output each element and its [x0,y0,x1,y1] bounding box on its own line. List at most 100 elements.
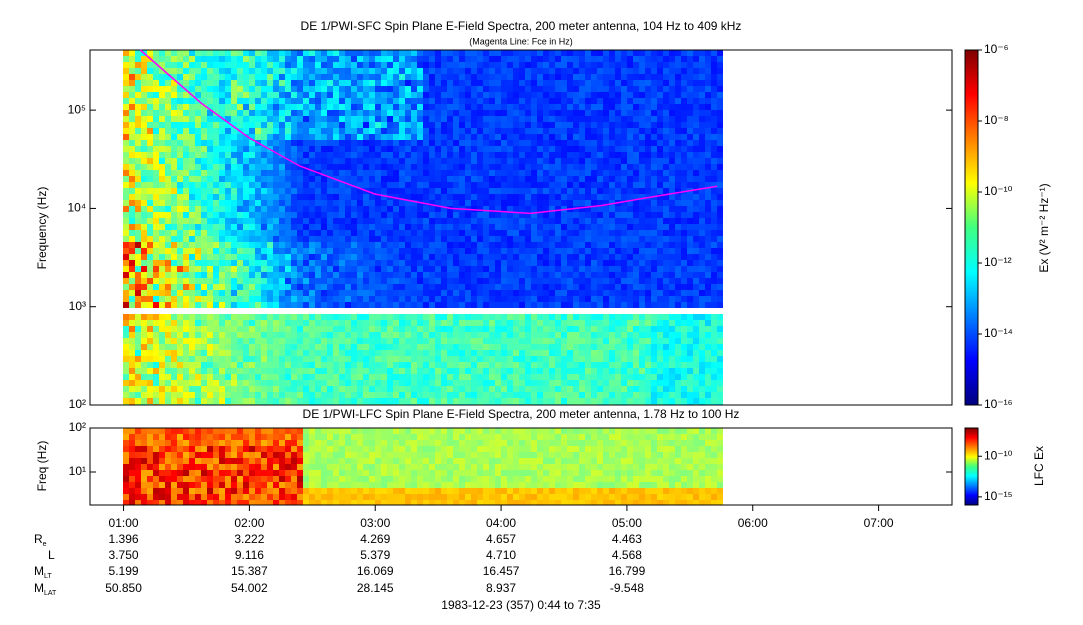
spectrogram-cell [201,344,207,350]
spectrogram-cell [225,206,231,212]
spectrogram-cell [399,152,405,158]
spectrogram-cell [147,140,153,146]
spectrogram-cell [321,494,327,500]
spectrogram-cell [225,212,231,218]
spectrogram-cell [273,212,279,218]
spectrogram-cell [219,80,225,86]
spectrogram-cell [441,158,447,164]
spectrogram-cell [255,104,261,110]
spectrogram-cell [501,296,507,302]
spectrogram-cell [519,332,525,338]
spectrogram-cell [129,494,135,500]
spectrogram-cell [129,194,135,200]
spectrogram-cell [387,80,393,86]
spectrogram-cell [195,428,201,434]
spectrogram-cell [255,290,261,296]
spectrogram-cell [123,440,129,446]
spectrogram-cell [267,440,273,446]
spectrogram-cell [315,206,321,212]
spectrogram-cell [465,140,471,146]
spectrogram-cell [267,242,273,248]
spectrogram-cell [519,470,525,476]
spectrogram-cell [195,476,201,482]
spectrogram-cell [123,140,129,146]
spectrogram-cell [327,248,333,254]
spectrogram-cell [255,182,261,188]
spectrogram-cell [273,254,279,260]
spectrogram-cell [351,266,357,272]
spectrogram-cell [387,332,393,338]
spectrogram-cell [399,272,405,278]
spectrogram-cell [411,440,417,446]
spectrogram-cell [513,332,519,338]
spectrogram-cell [321,110,327,116]
spectrogram-cell [453,278,459,284]
spectrogram-cell [345,116,351,122]
spectrogram-cell [405,92,411,98]
spectrogram-cell [159,188,165,194]
spectrogram-cell [279,98,285,104]
spectrogram-cell [249,500,255,505]
spectrogram-cell [345,110,351,116]
spectrogram-cell [513,110,519,116]
spectrogram-cell [357,338,363,344]
spectrogram-cell [225,80,231,86]
spectrogram-cell [387,218,393,224]
spectrogram-cell [495,104,501,110]
spectrogram-cell [453,242,459,248]
spectrogram-cell [171,86,177,92]
spectrogram-cell [303,92,309,98]
spectrogram-cell [219,278,225,284]
spectrogram-cell [501,122,507,128]
spectrogram-cell [447,278,453,284]
spectrogram-cell [333,200,339,206]
spectrogram-cell [171,386,177,392]
spectrogram-cell [123,218,129,224]
spectrogram-cell [141,254,147,260]
spectrogram-cell [153,488,159,494]
spectrogram-cell [489,392,495,398]
spectrogram-cell [219,296,225,302]
spectrogram-cell [219,458,225,464]
spectrogram-cell [189,458,195,464]
spectrogram-cell [261,290,267,296]
spectrogram-cell [243,110,249,116]
spectrogram-cell [237,170,243,176]
spectrogram-cell [333,68,339,74]
spectrogram-cell [147,476,153,482]
spectrogram-cell [351,284,357,290]
spectrogram-cell [297,116,303,122]
spectrogram-cell [363,230,369,236]
spectrogram-cell [501,236,507,242]
spectrogram-cell [297,386,303,392]
spectrogram-cell [129,158,135,164]
spectrogram-cell [237,224,243,230]
spectrogram-cell [519,116,525,122]
spectrogram-cell [513,242,519,248]
spectrogram-cell [141,344,147,350]
spectrogram-cell [369,476,375,482]
spectrogram-cell [237,440,243,446]
spectrogram-cell [135,434,141,440]
spectrogram-cell [399,332,405,338]
spectrogram-cell [219,230,225,236]
spectrogram-cell [177,278,183,284]
spectrogram-cell [417,440,423,446]
spectrogram-cell [165,116,171,122]
spectrogram-cell [375,254,381,260]
spectrogram-cell [273,362,279,368]
spectrogram-cell [243,428,249,434]
spectrogram-cell [483,200,489,206]
spectrogram-cell [327,98,333,104]
spectrogram-cell [525,494,531,500]
spectrogram-cell [159,368,165,374]
spectrogram-cell [315,164,321,170]
spectrogram-cell [435,188,441,194]
spectrogram-cell [393,158,399,164]
spectrogram-cell [507,80,513,86]
spectrogram-cell [405,176,411,182]
spectrogram-cell [453,338,459,344]
spectrogram-cell [441,104,447,110]
spectrogram-cell [381,344,387,350]
spectrogram-cell [171,344,177,350]
